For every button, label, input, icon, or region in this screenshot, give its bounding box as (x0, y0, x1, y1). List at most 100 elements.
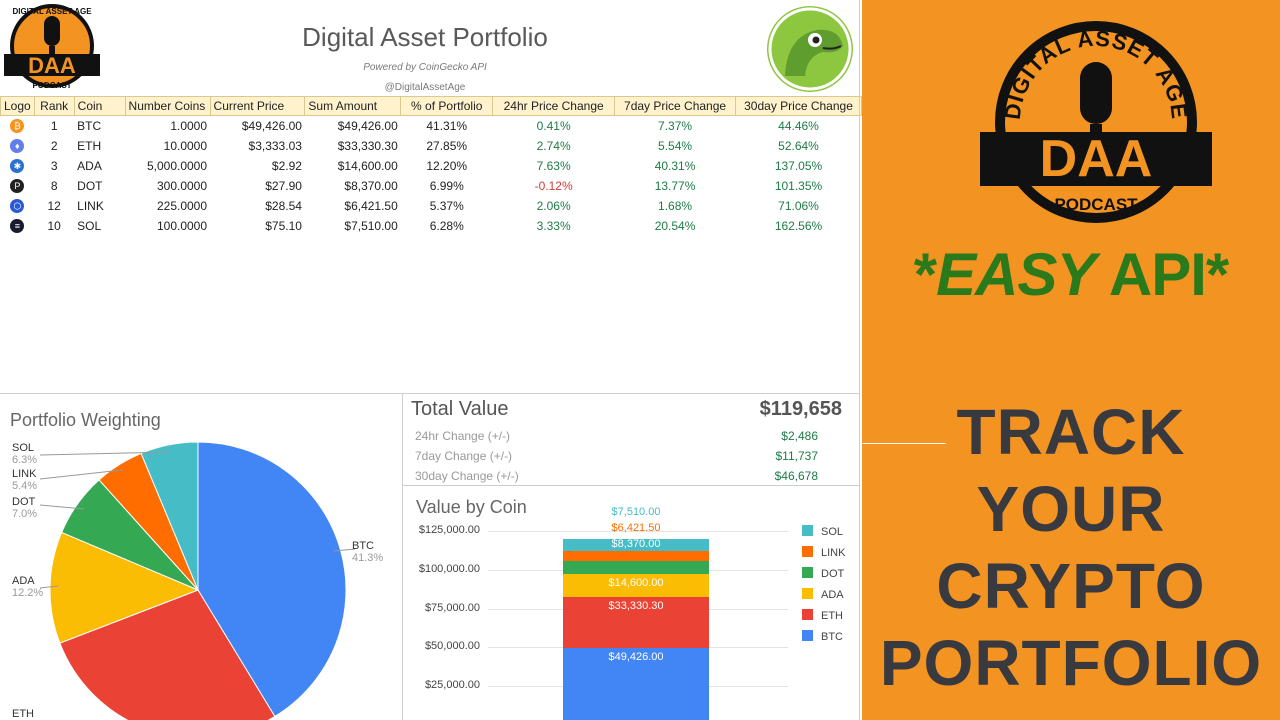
coin-cell[interactable]: ADA (77, 158, 102, 173)
total-value-title: Total Value (411, 398, 509, 420)
current-price-cell[interactable]: $75.10 (265, 218, 302, 233)
easy-api-headline: *EASY API* (913, 241, 1230, 308)
table-row[interactable]: ✱ 3 ADA 5,000.0000 $2.92 $14,600.00 12.20% 7.63… (1, 156, 862, 176)
change-24hr-cell[interactable]: 3.33% (536, 218, 571, 233)
col-number-coins[interactable]: Number Coins (124, 96, 211, 116)
rank-cell[interactable]: 12 (47, 198, 61, 213)
coin-cell[interactable]: DOT (77, 178, 103, 193)
pie-slice-ada[interactable] (49, 531, 200, 644)
pie-leader-line (39, 451, 171, 456)
change-7day-cell[interactable]: 13.77% (654, 178, 696, 193)
portfolio-pie-chart[interactable] (0, 393, 402, 720)
portfolio-table: Logo Rank Coin Number Coins Current Pric… (0, 96, 862, 236)
rank-cell[interactable]: 1 (50, 118, 58, 133)
bar-segment-eth[interactable] (563, 596, 709, 649)
number-coins-cell[interactable]: 1.0000 (170, 118, 208, 133)
change-7day-cell[interactable]: 1.68% (658, 198, 693, 213)
change-7day-cell[interactable]: 40.31% (654, 158, 696, 173)
bar-segment-sol[interactable] (563, 539, 709, 551)
table-row[interactable]: ♦ 2 ETH 10.0000 $3,333.03 $33,330.30 27.85% 2.7… (1, 136, 862, 156)
coin-cell[interactable]: LINK (77, 198, 104, 213)
change-30day-cell[interactable]: 162.56% (774, 218, 823, 233)
rank-cell[interactable]: 2 (50, 138, 58, 153)
number-coins-cell[interactable]: 10.0000 (163, 138, 208, 153)
rank-cell[interactable]: 10 (47, 218, 61, 233)
pct-portfolio-cell[interactable]: 27.85% (426, 138, 468, 153)
legend-item-dot[interactable]: DOT (802, 567, 844, 580)
legend-item-sol[interactable]: SOL (802, 525, 843, 538)
current-price-cell[interactable]: $3,333.03 (248, 138, 302, 153)
legend-item-eth[interactable]: ETH (802, 609, 843, 622)
change-30day-cell[interactable]: 52.64% (778, 138, 819, 153)
current-price-cell[interactable]: $28.54 (265, 198, 302, 213)
table-row[interactable]: ≡ 10 SOL 100.0000 $75.10 $7,510.00 6.28% 3.33% 2… (1, 216, 862, 236)
change-24hr-cell[interactable]: -0.12% (534, 178, 573, 193)
sum-amount-cell[interactable]: $8,370.00 (344, 178, 398, 193)
pct-portfolio-cell[interactable]: 6.99% (429, 178, 464, 193)
sum-amount-cell[interactable]: $33,330.30 (337, 138, 398, 153)
coin-cell[interactable]: SOL (77, 218, 102, 233)
number-coins-cell[interactable]: 100.0000 (156, 218, 208, 233)
change-7day-cell[interactable]: 7.37% (658, 118, 693, 133)
pct-portfolio-cell[interactable]: 6.28% (429, 218, 464, 233)
change-24hr-cell[interactable]: 2.74% (536, 138, 571, 153)
current-price-cell[interactable]: $49,426.00 (241, 118, 302, 133)
change-30day-cell[interactable]: 101.35% (774, 178, 823, 193)
coin-logo-cell: ⬡ (1, 196, 35, 216)
col-30day-change[interactable]: 30day Price Change (735, 96, 862, 116)
bar-segment-ada[interactable] (563, 573, 709, 597)
sum-amount-cell[interactable]: $6,421.50 (344, 198, 398, 213)
bar-segment-dot[interactable] (563, 560, 709, 574)
legend-item-btc[interactable]: BTC (802, 630, 843, 643)
legend-item-ada[interactable]: ADA (802, 588, 844, 601)
rank-cell[interactable]: 3 (50, 158, 58, 173)
legend-item-link[interactable]: LINK (802, 546, 845, 559)
pct-portfolio-cell[interactable]: 12.20% (426, 158, 468, 173)
bar-segment-link[interactable] (563, 550, 709, 561)
totals-divider (402, 485, 860, 486)
change-30day-cell[interactable]: 71.06% (778, 198, 819, 213)
current-price-cell[interactable]: $27.90 (265, 178, 302, 193)
change-24hr-cell[interactable]: 0.41% (536, 118, 571, 133)
table-row[interactable]: P 8 DOT 300.0000 $27.90 $8,370.00 6.99% -0.12% 1… (1, 176, 862, 196)
pie-chart-title: Portfolio Weighting (10, 410, 161, 430)
rank-cell[interactable]: 8 (50, 178, 58, 193)
col-current-price[interactable]: Current Price (209, 96, 306, 116)
change-7day-cell[interactable]: 20.54% (654, 218, 696, 233)
col-pct-portfolio[interactable]: % of Portfolio (400, 96, 494, 116)
col-24hr-change[interactable]: 24hr Price Change (492, 96, 616, 116)
change-30day-cell[interactable]: 44.46% (778, 118, 819, 133)
change-30day-value: $46,678 (774, 469, 818, 483)
table-row[interactable]: ⬡ 12 LINK 225.0000 $28.54 $6,421.50 5.37% 2.06%… (1, 196, 862, 216)
bar-segment-btc[interactable] (563, 648, 709, 720)
change-7day-cell[interactable]: 5.54% (658, 138, 693, 153)
change-30day-cell[interactable]: 137.05% (774, 158, 823, 173)
number-coins-cell[interactable]: 5,000.0000 (146, 158, 208, 173)
change-24hr-cell[interactable]: 7.63% (536, 158, 571, 173)
pie-label-dot: DOT 7.0% (12, 496, 38, 520)
spreadsheet-panel: DAA PODCAST DIGITAL ASSET AGE Digital As… (0, 0, 862, 720)
coin-cell[interactable]: ETH (77, 138, 102, 153)
logo-bottom-text: PODCAST (32, 81, 71, 90)
number-coins-cell[interactable]: 225.0000 (156, 198, 208, 213)
pct-portfolio-cell[interactable]: 41.31% (426, 118, 468, 133)
pie-slice-sol[interactable] (140, 441, 199, 591)
legend-label: DOT (821, 568, 845, 580)
sum-amount-cell[interactable]: $7,510.00 (344, 218, 398, 233)
pct-portfolio-cell[interactable]: 5.37% (429, 198, 464, 213)
col-sum-amount[interactable]: Sum Amount (304, 96, 402, 116)
legend-label: SOL (821, 526, 844, 538)
table-row[interactable]: ₿ 1 BTC 1.0000 $49,426.00 $49,426.00 41.31% 0.4… (1, 116, 862, 136)
bar-top-label: $7,510.00 (611, 506, 661, 518)
legend-swatch (802, 588, 813, 599)
sum-amount-cell[interactable]: $49,426.00 (337, 118, 398, 133)
col-rank[interactable]: Rank (33, 96, 75, 116)
col-coin[interactable]: Coin (73, 96, 126, 116)
current-price-cell[interactable]: $2.92 (271, 158, 302, 173)
change-24hr-cell[interactable]: 2.06% (536, 198, 571, 213)
col-logo[interactable]: Logo (0, 96, 35, 116)
col-7day-change[interactable]: 7day Price Change (614, 96, 737, 116)
sum-amount-cell[interactable]: $14,600.00 (337, 158, 398, 173)
number-coins-cell[interactable]: 300.0000 (156, 178, 208, 193)
coin-cell[interactable]: BTC (77, 118, 102, 133)
